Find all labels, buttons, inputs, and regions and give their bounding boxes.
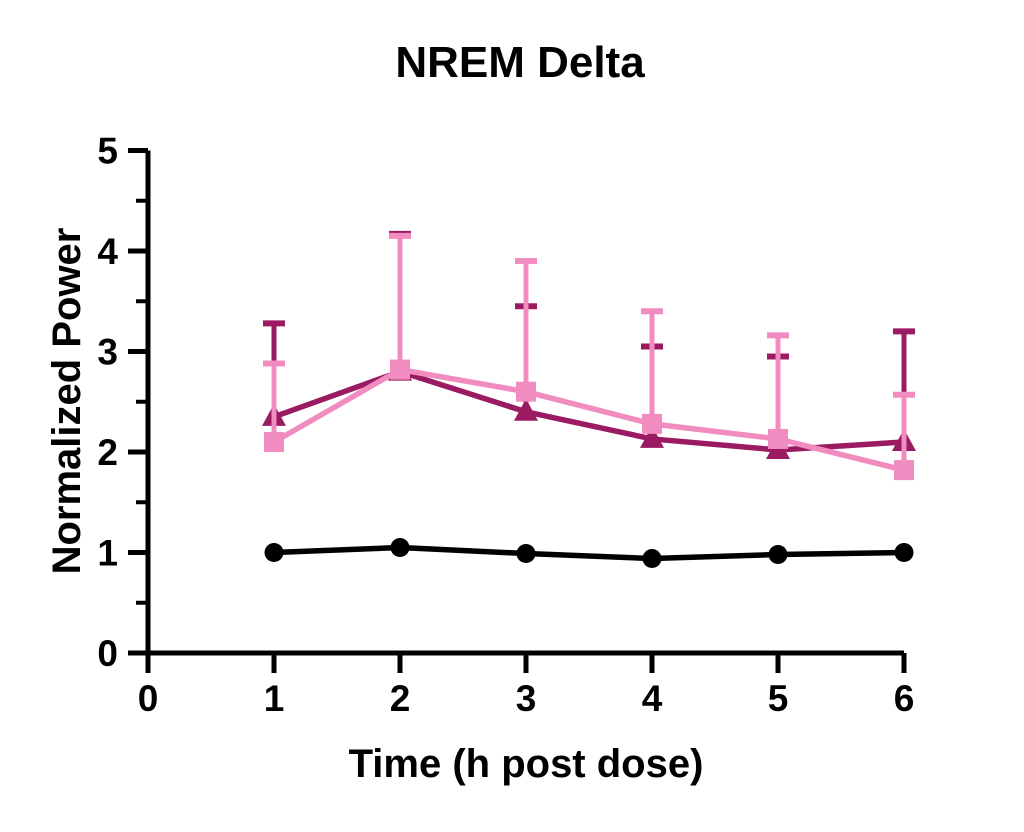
dark-magenta-triangle-series-marker: [640, 425, 664, 448]
black-circle-series-marker: [642, 549, 662, 569]
x-tick-label: 0: [138, 678, 159, 719]
pink-square-series-marker: [516, 381, 536, 402]
black-circle-series-marker: [264, 543, 284, 562]
x-tick-label: 4: [642, 678, 663, 719]
y-tick-label: 4: [97, 231, 118, 272]
y-tick-label: 2: [97, 432, 118, 473]
pink-square-series-marker: [390, 359, 410, 380]
chart-title: NREM Delta: [395, 38, 645, 87]
pink-square-series-marker: [894, 460, 914, 481]
y-tick-label: 1: [97, 533, 118, 574]
pink-square-series-marker: [768, 428, 788, 449]
x-tick-label: 1: [264, 678, 285, 719]
x-axis-label: Time (h post dose): [348, 742, 704, 786]
x-tick-label: 2: [390, 678, 411, 719]
pink-square-series-marker: [264, 431, 284, 452]
black-circle-series-marker: [894, 543, 914, 562]
y-tick-label: 3: [97, 332, 118, 373]
black-circle-series-marker: [768, 545, 788, 565]
y-axis-label: Normalized Power: [45, 227, 89, 575]
y-tick-label: 0: [97, 633, 118, 674]
black-circle-series-marker: [516, 544, 536, 564]
x-tick-label: 5: [768, 678, 789, 719]
pink-square-series-marker: [642, 413, 662, 434]
y-tick-label: 5: [97, 131, 118, 172]
dark-magenta-triangle-series-marker: [514, 398, 538, 421]
x-tick-label: 6: [894, 678, 915, 719]
x-tick-label: 3: [516, 678, 537, 719]
black-circle-series-marker: [390, 537, 410, 557]
